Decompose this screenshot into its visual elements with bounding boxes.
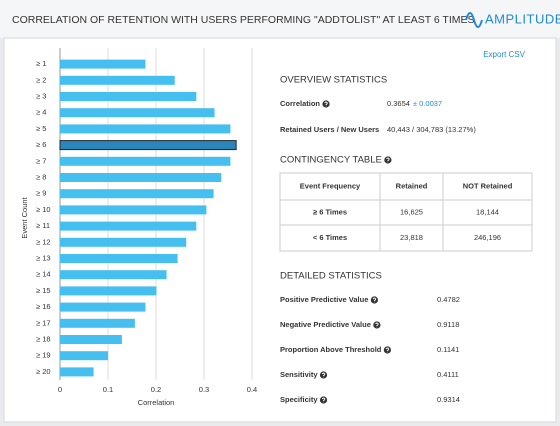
stat-value: 0.9314	[437, 395, 460, 404]
stat-label: Correlation	[280, 99, 320, 108]
stat-label: Retained Users / New Users	[280, 125, 379, 134]
y-tick-label: ≥ 9	[36, 189, 46, 198]
bar	[60, 124, 231, 134]
y-tick-label: ≥ 12	[36, 237, 51, 246]
section-title: CONTINGENCY TABLE	[280, 155, 382, 166]
stat-value: 0.4782	[437, 295, 460, 304]
y-tick-label: ≥ 18	[36, 334, 51, 343]
x-tick-label: 0.3	[199, 385, 209, 394]
table-border	[279, 172, 533, 252]
stat-value: 0.3654	[387, 99, 410, 108]
y-tick-label: ≥ 3	[36, 91, 46, 100]
x-tick-label: 0.1	[103, 385, 113, 394]
bar	[60, 335, 122, 344]
y-tick-label: ≥ 11	[36, 221, 50, 230]
table-cell: 23,818	[400, 233, 423, 242]
help-icon-mark	[324, 101, 328, 107]
help-icon-mark	[321, 372, 326, 378]
bar	[59, 140, 237, 151]
bar	[60, 286, 157, 296]
bar	[60, 254, 178, 263]
stat-label: Negative Predictive Value	[280, 320, 371, 329]
logo-icon	[465, 12, 483, 28]
help-icon-mark	[386, 157, 390, 163]
section-title: DETAILED STATISTICS	[280, 271, 382, 282]
help-icon	[373, 321, 381, 329]
bar	[60, 189, 214, 199]
y-tick-label: ≥ 13	[36, 253, 51, 262]
stat-value: 0.4111	[437, 370, 459, 379]
stat-label: Proportion Above Threshold	[280, 345, 382, 354]
help-icon	[370, 296, 378, 304]
y-tick-label: ≥ 20	[36, 367, 51, 376]
table-cell: NOT Retained	[463, 181, 513, 190]
help-icon	[322, 100, 330, 108]
x-axis-label: Correlation	[138, 398, 175, 407]
bar	[60, 318, 135, 328]
help-icon	[384, 156, 392, 164]
y-tick-label: ≥ 4	[36, 108, 46, 117]
stat-label: Positive Predictive Value	[280, 295, 368, 304]
y-tick-label: ≥ 6	[36, 140, 46, 149]
stat-value: 0.9118	[437, 320, 459, 329]
section-title: OVERVIEW STATISTICS	[280, 75, 387, 86]
stat-value: 0.1141	[437, 345, 459, 354]
table-cell: 16,625	[400, 207, 423, 216]
bar	[60, 205, 207, 215]
bar	[60, 92, 197, 101]
bar	[60, 367, 94, 377]
y-axis-label: Event Count	[20, 196, 29, 238]
export-csv[interactable]: Export CSV	[483, 50, 525, 59]
bar	[60, 59, 146, 69]
y-tick-label: ≥ 2	[36, 75, 46, 84]
stat-label: Sensitivity	[280, 370, 318, 379]
table-cell: Event Frequency	[300, 181, 361, 190]
stat-label: Specificity	[280, 395, 318, 404]
logo: AMPLITUDE	[485, 11, 560, 26]
x-tick-label: 0.2	[151, 385, 161, 394]
x-tick-label: 0.4	[247, 385, 257, 394]
bar	[60, 156, 231, 166]
y-tick-label: ≥ 5	[36, 124, 46, 133]
help-icon-mark	[375, 322, 379, 328]
chart: 0 0.1 0.2 0.3 0.4 Correlation Event Count ≥ 1 ≥ …	[20, 48, 257, 407]
bar	[60, 173, 222, 182]
table-cell: < 6 Times	[313, 233, 347, 242]
table-cell: Retained	[396, 181, 428, 190]
bar	[60, 237, 187, 247]
x-tick-label: 0	[58, 385, 62, 394]
table-cell: ≥ 6 Times	[313, 207, 347, 216]
bar	[60, 221, 197, 231]
help-icon	[319, 371, 328, 379]
help-icon	[319, 396, 328, 404]
stat-value: 40,443 / 304,783 (13.27%)	[387, 125, 476, 134]
bar	[60, 351, 108, 361]
y-tick-label: ≥ 17	[36, 318, 51, 327]
y-tick-label: ≥ 16	[36, 302, 51, 311]
y-tick-label: ≥ 14	[36, 270, 51, 279]
y-tick-label: ≥ 10	[36, 205, 51, 214]
help-icon	[383, 346, 391, 354]
y-tick-label: ≥ 7	[36, 156, 46, 165]
y-tick-label: ≥ 15	[36, 286, 51, 295]
y-tick-label: ≥ 1	[36, 59, 46, 68]
y-tick-label: ≥ 19	[36, 351, 51, 360]
help-icon-mark	[385, 347, 390, 353]
help-icon-mark	[321, 397, 326, 403]
statistics: OVERVIEW STATISTICS Correlation 0.3654 ± 0.…	[279, 75, 533, 404]
bar	[60, 302, 146, 312]
bar	[60, 270, 167, 280]
stat-error: ± 0.0037	[413, 99, 442, 108]
header-title: CORRELATION OF RETENTION WITH USERS PERF…	[12, 14, 475, 26]
table-cell: 246,196	[474, 233, 501, 242]
table-cell: 18,144	[476, 207, 499, 216]
bar	[60, 75, 175, 85]
help-icon-mark	[372, 297, 377, 303]
y-tick-label: ≥ 8	[36, 172, 46, 181]
bar	[60, 108, 215, 118]
